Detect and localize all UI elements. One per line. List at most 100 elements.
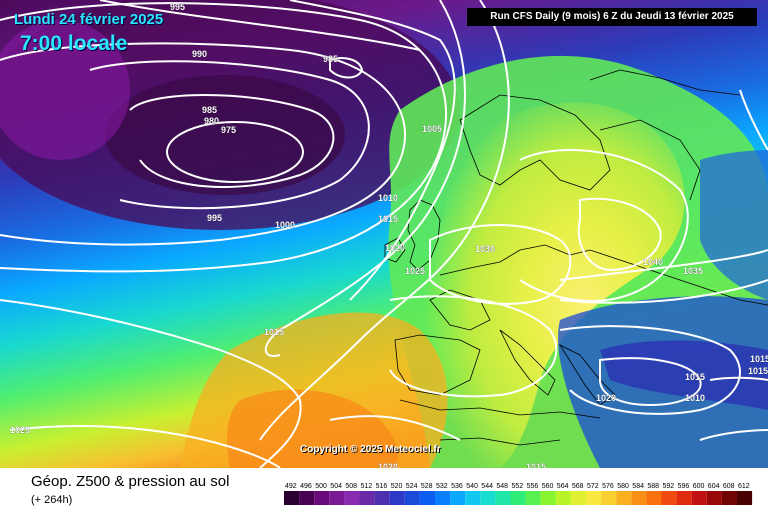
scale-swatch <box>601 491 617 505</box>
scale-tick-label: 580 <box>617 483 629 490</box>
scale-swatch <box>495 491 511 505</box>
forecast-time: 7:00 locale <box>20 32 128 55</box>
isobar-label: 995 <box>207 213 222 223</box>
isobar-label: 1010 <box>378 193 398 203</box>
scale-swatch <box>661 491 677 505</box>
scale-tick-label: 544 <box>481 483 493 490</box>
scale-tick-label: 516 <box>376 483 388 490</box>
isobar-label: 1015 <box>750 354 768 364</box>
scale-swatch <box>435 491 451 505</box>
isobar-label: 1015 <box>526 462 546 468</box>
scale-swatch <box>586 491 602 505</box>
scale-swatch <box>646 491 662 505</box>
scale-swatch <box>691 491 707 505</box>
scale-swatch <box>721 491 737 505</box>
scale-swatch <box>555 491 571 505</box>
scale-swatch <box>540 491 556 505</box>
scale-tick-label: 504 <box>330 483 342 490</box>
isobar-label: 975 <box>221 125 236 135</box>
scale-tick-label: 500 <box>315 483 327 490</box>
color-scale: 492 496 500 504 508 512 516 520 524 528 532 536 540 5… <box>284 483 753 505</box>
scale-tick-label: 496 <box>300 483 312 490</box>
isobar-label: 1040 <box>643 257 663 267</box>
scale-swatch <box>344 491 360 505</box>
scale-tick-label: 532 <box>436 483 448 490</box>
scale-tick-label: 492 <box>285 483 297 490</box>
isobar-label: 995 <box>170 2 185 12</box>
scale-swatch <box>570 491 586 505</box>
scale-tick-label: 508 <box>345 483 357 490</box>
warm-zone-core <box>227 389 398 468</box>
scale-tick-label: 536 <box>451 483 463 490</box>
scale-tick-label: 556 <box>527 483 539 490</box>
isobar-label: 1025 <box>10 425 30 435</box>
model-run-banner: Run CFS Daily (9 mois) 6 Z du Jeudi 13 f… <box>467 8 757 26</box>
scale-swatch <box>510 491 526 505</box>
isobar-label: 1015 <box>378 214 398 224</box>
scale-swatch <box>465 491 481 505</box>
scale-tick-label: 608 <box>723 483 735 490</box>
scale-tick-label: 596 <box>678 483 690 490</box>
scale-tick-label: 568 <box>572 483 584 490</box>
low-core-inner <box>105 75 345 195</box>
scale-tick-label: 604 <box>708 483 720 490</box>
forecast-date: Lundi 24 février 2025 <box>14 11 164 28</box>
scale-tick-label: 552 <box>512 483 524 490</box>
scale-swatch <box>676 491 692 505</box>
scale-tick-label: 540 <box>466 483 478 490</box>
isobars <box>0 0 768 468</box>
copyright-notice: Copyright © 2025 Meteociel.fr <box>300 444 441 455</box>
isobar-label: 1000 <box>275 220 295 230</box>
legend-title: Géop. Z500 & pression au sol <box>31 473 230 490</box>
isobar-label: 1015 <box>264 327 284 337</box>
legend-subtitle: (+ 264h) <box>31 494 73 506</box>
scale-swatch <box>329 491 345 505</box>
isobar-label: 1005 <box>422 124 442 134</box>
isobar-label: 1035 <box>683 266 703 276</box>
isobar-label: 1020 <box>596 393 616 403</box>
scale-tick-label: 572 <box>587 483 599 490</box>
scale-tick-label: 584 <box>632 483 644 490</box>
isobar-label: 1025 <box>405 266 425 276</box>
scale-swatch <box>525 491 541 505</box>
isobar-label: 980 <box>204 116 219 126</box>
scale-swatch <box>314 491 330 505</box>
isobar-label: 1020 <box>378 462 398 468</box>
scale-swatch <box>450 491 466 505</box>
scale-tick-label: 560 <box>542 483 554 490</box>
scale-swatch <box>419 491 435 505</box>
scale-swatch <box>480 491 496 505</box>
isobar-label: 1015 <box>685 372 705 382</box>
scale-swatch <box>374 491 390 505</box>
scale-tick-label: 592 <box>663 483 675 490</box>
scale-swatch <box>404 491 420 505</box>
isobar-label: 1010 <box>685 393 705 403</box>
scale-swatch <box>284 491 300 505</box>
scale-swatch <box>737 491 753 505</box>
scale-tick-label: 600 <box>693 483 705 490</box>
scale-tick-label: 512 <box>361 483 373 490</box>
isobar-label: 990 <box>192 49 207 59</box>
scale-tick-label: 524 <box>406 483 418 490</box>
map-canvas: 995 990 985 985 980 975 995 1000 1005 10… <box>0 0 768 468</box>
scale-tick-label: 576 <box>602 483 614 490</box>
scale-tick-label: 564 <box>557 483 569 490</box>
coastlines <box>384 69 768 446</box>
scale-tick-label: 588 <box>647 483 659 490</box>
scale-swatch <box>616 491 632 505</box>
isobar-label: 985 <box>323 54 338 64</box>
scale-swatch <box>359 491 375 505</box>
isobar-labels: 995 990 985 985 980 975 995 1000 1005 10… <box>10 2 768 468</box>
scale-tick-label: 548 <box>496 483 508 490</box>
northeast-blue <box>700 150 768 300</box>
scale-swatch <box>389 491 405 505</box>
isobar-label: 1030 <box>475 244 495 254</box>
scale-tick-label: 528 <box>421 483 433 490</box>
scale-swatch <box>631 491 647 505</box>
isobar-label: 1020 <box>385 243 405 253</box>
isobar-label: 1015 <box>748 366 768 376</box>
scale-tick-label: 612 <box>738 483 750 490</box>
scale-tick-label: 520 <box>391 483 403 490</box>
ridge-yellow <box>418 102 685 468</box>
